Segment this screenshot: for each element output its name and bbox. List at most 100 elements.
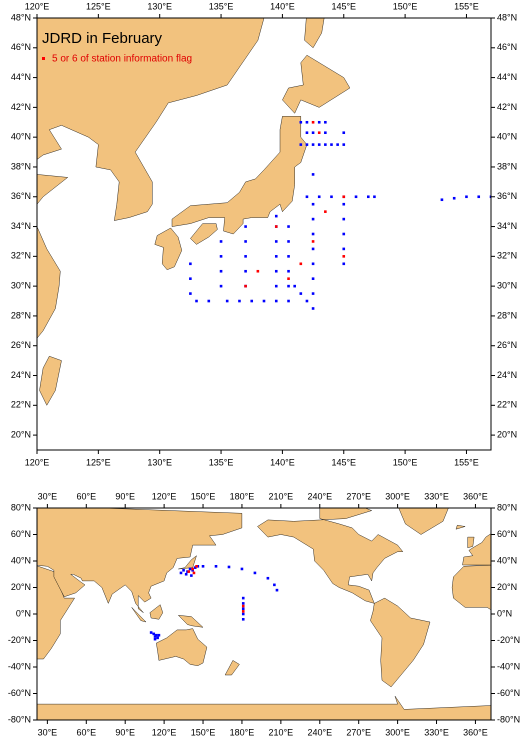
x-tick-label: 140°E [270,1,295,11]
station-point [256,269,260,273]
station-point [184,572,188,576]
station-point [207,299,211,303]
station-point [452,196,456,200]
legend-label: 5 or 6 of station information flag [52,54,192,65]
x-tick-label: 150°E [393,1,418,11]
station-point [342,195,346,199]
station-point [299,262,303,266]
landmass [455,524,466,530]
station-point [324,210,327,213]
station-point [225,299,229,303]
y-tick-label: -60°N [497,688,520,698]
y-tick-label: 22°N [497,400,517,410]
station-point [195,565,198,568]
station-point [274,284,278,288]
x-tick-label: 130°E [147,457,172,467]
landmass [37,18,265,221]
x-tick-label: 145°E [331,1,356,11]
station-point [299,292,303,295]
landmass [177,615,204,628]
land [37,508,491,720]
station-point [153,637,157,641]
station-point [287,255,290,258]
station-point [189,262,192,266]
station-point [465,195,468,199]
y-tick-label: 40°N [11,132,31,142]
station-point [305,299,309,303]
station-point [189,292,192,295]
landmass [257,508,404,604]
station-point [317,143,321,146]
station-point [187,570,191,573]
station-point [342,247,346,251]
x-tick-label: 300°E [385,491,410,501]
landmass [156,628,208,666]
y-tick-label: 0°N [497,608,512,618]
y-tick-label: 26°N [497,340,517,350]
x-tick-label: 120°E [152,727,177,737]
y-tick-label: 30°N [11,281,31,291]
station-point [342,143,346,146]
land [37,18,351,406]
landmass [37,174,69,205]
station-point [324,131,327,135]
y-tick-label: -40°N [497,661,520,671]
station-point [219,284,223,288]
station-point [275,588,279,592]
landmass [37,695,491,720]
x-tick-label: 150°E [393,457,418,467]
station-point [274,269,278,273]
x-tick-label: 125°E [86,1,111,11]
station-point [287,225,290,228]
station-point [262,299,266,303]
x-tick-label: 155°E [454,457,479,467]
stations [149,565,279,641]
station-point [324,143,327,146]
x-tick-label: 120°E [25,457,50,467]
station-point [274,255,278,258]
station-point [311,120,315,124]
station-point [317,120,321,124]
y-tick-label: 20°N [11,582,31,592]
y-tick-label: 46°N [11,42,31,52]
y-tick-label: 38°N [11,161,31,171]
y-tick-label: 40°N [497,555,517,565]
station-point [152,632,156,636]
station-point [489,195,491,199]
station-point [227,565,231,569]
station-point [157,633,161,637]
station-point [244,255,247,258]
landmass [304,18,325,49]
station-point [188,567,192,571]
landmass [171,116,308,235]
x-tick-label: 210°E [269,727,294,737]
station-point [149,631,153,634]
station-point [241,618,245,621]
station-point [305,143,309,146]
station-point [287,284,290,288]
y-tick-label: 36°N [11,191,31,201]
y-tick-label: 48°N [11,12,31,22]
y-tick-label: 42°N [497,102,517,112]
y-tick-label: 34°N [11,221,31,231]
station-point [311,240,315,243]
station-point [189,277,192,280]
landmass [467,536,475,549]
station-point [330,143,333,146]
y-tick-label: -20°N [497,635,520,645]
station-point [274,214,278,218]
station-point [219,255,223,258]
station-point [330,195,333,199]
station-point [244,240,247,243]
y-tick-label: 60°N [11,529,31,539]
stations [189,120,491,310]
landmass [149,604,164,620]
landmass [154,227,183,271]
y-tick-label: 30°N [497,281,517,291]
station-point [342,232,346,236]
station-point [342,131,346,135]
station-point [311,307,315,310]
y-tick-label: -80°N [497,714,520,724]
y-tick-label: 34°N [497,221,517,231]
x-tick-label: 180°E [230,491,255,501]
